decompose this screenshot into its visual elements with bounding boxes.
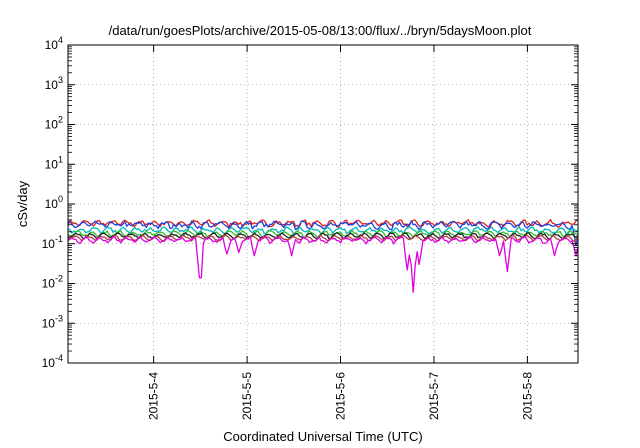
x-tick-label: 2015-5-5 — [240, 372, 254, 420]
series-line-2 — [67, 220, 579, 247]
y-axis-label: cSv/day — [15, 180, 30, 227]
series-line-1 — [67, 218, 579, 229]
series-line-4 — [67, 229, 579, 238]
series-line-7 — [67, 236, 579, 293]
y-tick-label: 102 — [45, 115, 63, 132]
x-tick-label: 2015-5-4 — [147, 372, 161, 420]
x-tick-label: 2015-5-6 — [334, 372, 348, 420]
x-axis-label: Coordinated Universal Time (UTC) — [223, 429, 422, 444]
y-tick-label: 10-2 — [42, 274, 63, 291]
series-group — [67, 218, 579, 293]
y-tick-label: 101 — [45, 154, 63, 171]
y-tick-label: 100 — [45, 194, 63, 211]
y-tick-label: 10-4 — [42, 353, 63, 370]
chart-title: /data/run/goesPlots/archive/2015-05-08/1… — [109, 23, 532, 38]
grid — [68, 45, 578, 363]
y-tick-label: 104 — [45, 35, 63, 52]
x-tick-label: 2015-5-8 — [520, 372, 534, 420]
axes: 10-4 10-3 10-2 10-1 100 101 102 103 104 2015-5-4 2… — [42, 35, 578, 420]
y-tick-label: 103 — [45, 75, 63, 92]
x-tick-label: 2015-5-7 — [427, 372, 441, 420]
y-tick-label: 10-1 — [42, 234, 63, 251]
y-tick-label: 10-3 — [42, 313, 63, 330]
